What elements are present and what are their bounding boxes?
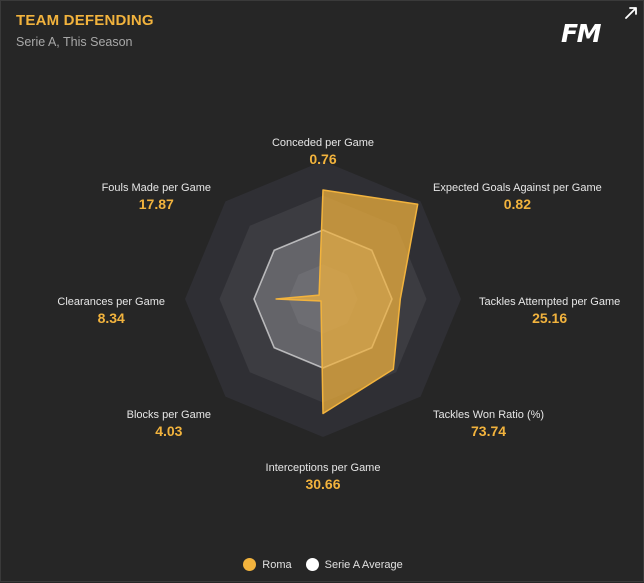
axis-value-4: 30.66 — [305, 476, 340, 492]
axis-value-7: 17.87 — [139, 196, 174, 212]
axis-value-0: 0.76 — [309, 151, 336, 167]
axis-value-1: 0.82 — [504, 196, 531, 212]
fm-logo: FM — [561, 21, 609, 47]
axis-label-3: Tackles Won Ratio (%) — [433, 409, 544, 421]
legend-average-label: Serie A Average — [324, 558, 403, 571]
axis-label-4: Interceptions per Game — [266, 462, 381, 474]
legend-roma-swatch — [243, 558, 257, 571]
axis-label-7: Fouls Made per Game — [102, 182, 211, 194]
axis-label-0: Conceded per Game — [272, 137, 374, 149]
chart-legend: Roma Serie A Average — [1, 558, 644, 571]
axis-label-6: Clearances per Game — [57, 296, 165, 308]
axis-label-5: Blocks per Game — [127, 409, 211, 421]
legend-roma-label: Roma — [262, 558, 292, 571]
expand-icon[interactable] — [623, 5, 639, 21]
legend-item-average[interactable]: Serie A Average — [305, 558, 403, 571]
axis-label-1: Expected Goals Against per Game — [433, 182, 602, 194]
legend-item-roma[interactable]: Roma — [243, 558, 292, 571]
axis-value-2: 25.16 — [532, 310, 567, 326]
fm-logo-text: FM — [561, 19, 601, 48]
panel-subtitle: Serie A, This Season — [16, 35, 133, 49]
series-roma — [275, 189, 419, 415]
axis-value-6: 8.34 — [98, 310, 125, 326]
axis-value-5: 4.03 — [155, 423, 182, 439]
panel-title: TEAM DEFENDING — [16, 12, 154, 29]
axis-label-2: Tackles Attempted per Game — [479, 296, 620, 308]
axis-value-3: 73.74 — [471, 423, 506, 439]
legend-average-swatch — [305, 558, 319, 571]
